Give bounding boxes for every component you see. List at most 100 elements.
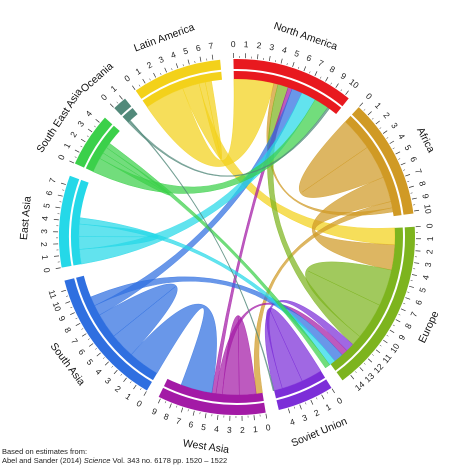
minor-tick-latin-america-0: [138, 84, 141, 87]
arc-inner-west-asia: [163, 378, 264, 403]
tick-west-asia-8: [169, 403, 172, 409]
minor-tick-africa-7: [407, 180, 410, 182]
tick-label-east-asia-2: 2: [39, 242, 49, 247]
tick-label-latin-america-4: 4: [169, 49, 177, 60]
tick-africa-9: [411, 197, 417, 200]
region-label-soviet-union: Soviet Union: [289, 415, 349, 449]
tick-label-latin-america-2: 2: [145, 59, 154, 70]
flow-latin-america-to-north-america: [146, 78, 275, 167]
minor-tick-europe-13: [355, 371, 357, 374]
tick-latin-america-7: [211, 54, 214, 60]
tick-label-soviet-union-0: 0: [335, 395, 345, 406]
tick-label-north-america-0: 0: [231, 39, 236, 49]
tick-label-latin-america-3: 3: [157, 54, 166, 65]
tick-label-soviet-union-4: 4: [289, 416, 297, 427]
tick-label-europe-2: 2: [424, 249, 434, 255]
minor-tick-africa-3: [386, 137, 389, 139]
tick-label-west-asia-2: 2: [240, 425, 245, 435]
tick-label-south-asia-8: 8: [62, 326, 73, 335]
tick-europe-3: [414, 262, 420, 264]
tick-label-africa-3: 3: [389, 121, 400, 131]
tick-africa-10: [414, 209, 420, 212]
minor-tick-south-asia-5: [95, 348, 97, 350]
tick-south-asia-9: [70, 312, 75, 315]
tick-south-asia-4: [104, 361, 109, 366]
tick-label-north-america-7: 7: [317, 58, 326, 69]
tick-label-africa-7: 7: [413, 167, 424, 175]
tick-south-east-asia-0: [69, 160, 75, 164]
source-journal: Science: [83, 456, 111, 465]
minor-tick-west-asia-7: [176, 405, 178, 408]
tick-south-asia-10: [65, 301, 71, 304]
arc-inner-east-asia: [70, 179, 89, 266]
minor-tick-south-east-asia-3: [93, 125, 96, 128]
minor-tick-south-asia-9: [70, 306, 73, 309]
region-label-south-asia: South Asia: [48, 341, 88, 388]
minor-tick-north-america-8: [330, 82, 332, 85]
arc-inner-north-america: [233, 71, 342, 114]
tick-latin-america-5: [187, 59, 190, 65]
tick-label-europe-0: 0: [425, 223, 435, 229]
tick-europe-6: [405, 297, 411, 300]
minor-tick-europe-8: [392, 324, 395, 327]
tick-label-east-asia-5: 5: [41, 202, 52, 209]
minor-tick-north-america-5: [298, 66, 300, 69]
tick-south-asia-6: [88, 343, 94, 347]
arc-oceania: [114, 98, 132, 116]
flow-ribbons: [78, 78, 396, 396]
minor-tick-south-east-asia-1: [80, 145, 83, 148]
arc-south-east-asia: [74, 117, 113, 168]
tick-label-south-east-asia-0: 0: [56, 153, 67, 162]
minor-tick-west-asia-8: [164, 401, 167, 404]
tick-label-west-asia-5: 5: [200, 422, 207, 433]
tick-europe-11: [375, 349, 381, 354]
tick-latin-america-4: [175, 63, 179, 69]
tick-label-europe-11: 11: [380, 352, 393, 365]
tick-label-europe-7: 7: [408, 310, 419, 319]
tick-label-west-asia-9: 9: [150, 406, 159, 417]
tick-africa-4: [389, 140, 395, 144]
tick-label-south-asia-6: 6: [76, 347, 87, 357]
tick-label-europe-14: 14: [353, 379, 367, 393]
minor-tick-south-asia-7: [81, 328, 84, 330]
tick-label-east-asia-0: 0: [42, 267, 53, 274]
tick-label-europe-9: 9: [396, 333, 407, 342]
arc-inner-europe: [330, 227, 403, 371]
tick-label-south-east-asia-4: 4: [83, 108, 94, 118]
tick-africa-5: [395, 151, 401, 155]
tick-europe-10: [383, 339, 388, 344]
tick-label-latin-america-0: 0: [122, 73, 132, 84]
region-ticks: 0 1 2 3 4 5 6 789100123456789100123456789101112…: [39, 39, 435, 435]
tick-south-east-asia-3: [87, 128, 93, 133]
minor-tick-soviet-union-2: [305, 402, 307, 405]
minor-tick-latin-america-2: [160, 72, 162, 75]
minor-tick-south-asia-8: [75, 317, 78, 320]
arc-inner-oceania: [122, 107, 138, 123]
region-arcs: [59, 59, 415, 415]
tick-label-africa-5: 5: [403, 143, 414, 152]
tick-label-north-america-9: 9: [339, 71, 349, 82]
minor-tick-east-asia-6: [62, 189, 65, 191]
tick-north-america-7: [314, 71, 318, 76]
tick-label-soviet-union-1: 1: [324, 401, 333, 412]
tick-oceania-0: [109, 103, 114, 108]
tick-soviet-union-1: [321, 394, 325, 400]
tick-north-america-4: [280, 58, 283, 64]
tick-soviet-union-2: [310, 399, 314, 405]
tick-africa-7: [405, 174, 411, 177]
tick-europe-13: [359, 367, 364, 372]
minor-tick-north-america-9: [340, 89, 343, 92]
tick-label-europe-1: 1: [425, 236, 435, 241]
minor-tick-west-asia-6: [187, 409, 189, 412]
minor-tick-soviet-union-0: [326, 391, 329, 394]
tick-label-east-asia-1: 1: [40, 254, 50, 260]
tick-africa-2: [375, 120, 380, 125]
tick-label-south-asia-7: 7: [69, 336, 80, 346]
tick-label-south-asia-0: 0: [135, 398, 144, 409]
tick-latin-america-1: [142, 78, 146, 84]
tick-south-east-asia-1: [74, 149, 80, 153]
tick-east-asia-0: [55, 267, 61, 269]
tick-africa-3: [382, 130, 388, 134]
tick-west-asia-9: [157, 398, 161, 404]
tick-south-asia-2: [123, 377, 127, 383]
